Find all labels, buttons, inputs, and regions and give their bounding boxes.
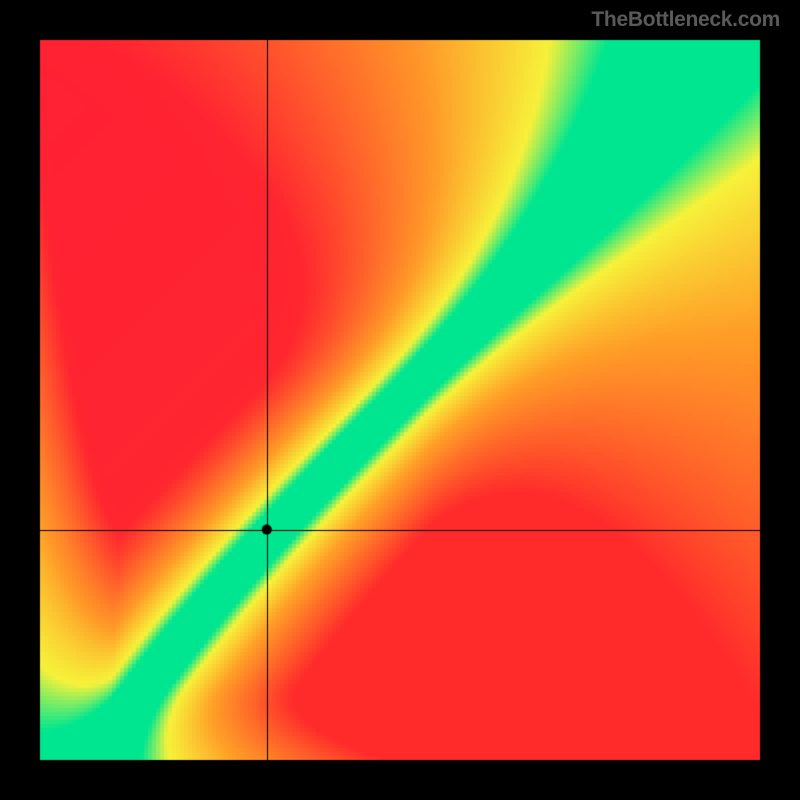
bottleneck-heatmap [0, 0, 800, 800]
watermark-text: TheBottleneck.com [591, 8, 780, 32]
